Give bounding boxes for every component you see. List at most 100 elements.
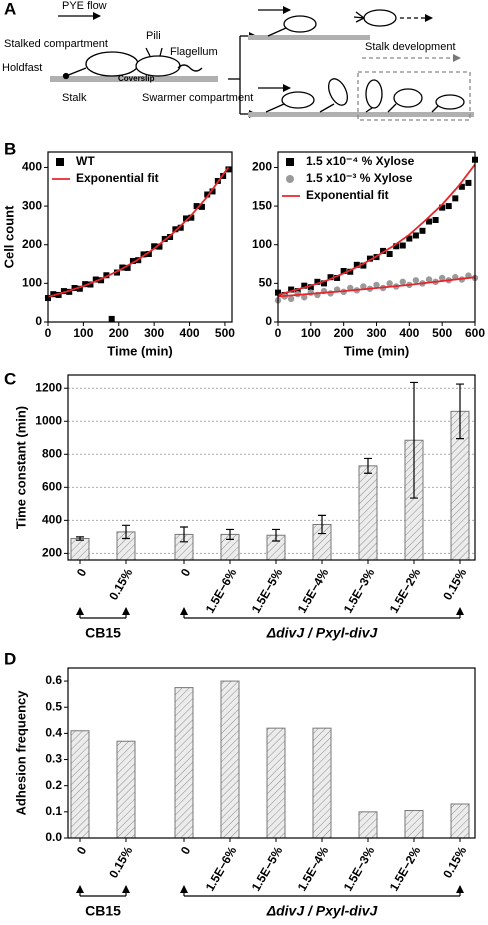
cell bbox=[363, 9, 397, 27]
y-axis-label: Time constant (min) bbox=[13, 406, 28, 529]
data-point bbox=[103, 272, 110, 279]
data-point bbox=[50, 291, 57, 298]
bar bbox=[70, 730, 90, 839]
y-tick-label: 200 bbox=[42, 546, 62, 560]
y-tick-label: 200 bbox=[22, 237, 42, 251]
data-point bbox=[425, 276, 433, 283]
legend-swatch bbox=[286, 158, 294, 166]
y-tick-label: 1000 bbox=[35, 413, 62, 427]
y-tick-label: 400 bbox=[42, 513, 62, 527]
x-axis-label: Time (min) bbox=[107, 343, 173, 358]
data-point bbox=[183, 215, 189, 222]
panel-label: B bbox=[4, 139, 16, 158]
y-tick-label: 0 bbox=[265, 314, 272, 328]
x-tick-label: 1.5E−4% bbox=[295, 844, 332, 894]
plot-frame bbox=[277, 151, 476, 323]
x-tick-label: 1.5E−5% bbox=[249, 566, 286, 616]
x-tick-label: 200 bbox=[334, 326, 354, 340]
data-point bbox=[406, 235, 413, 242]
x-tick-label: 0 bbox=[178, 566, 194, 579]
data-point bbox=[124, 264, 131, 271]
error-bar bbox=[272, 528, 280, 542]
data-point bbox=[465, 179, 472, 186]
data-point bbox=[366, 255, 373, 262]
cell bbox=[327, 78, 349, 106]
data-point bbox=[60, 288, 67, 295]
x-tick-label: 100 bbox=[73, 326, 93, 340]
data-point bbox=[380, 247, 387, 254]
data-point bbox=[119, 264, 126, 271]
data-point bbox=[55, 291, 62, 298]
stalk bbox=[65, 67, 87, 77]
x-tick-label: 0.15% bbox=[440, 844, 469, 881]
plot-frame bbox=[67, 374, 476, 561]
fit-line bbox=[277, 163, 476, 296]
data-point bbox=[439, 204, 446, 211]
x-tick-label: 1.5E−3% bbox=[341, 566, 378, 616]
diagram-label: Stalk development bbox=[365, 41, 456, 53]
y-axis-label: Adhesion frequency bbox=[13, 690, 28, 816]
x-tick-label: 1.5E−2% bbox=[387, 844, 424, 894]
x-tick-label: 500 bbox=[432, 326, 452, 340]
data-point bbox=[301, 282, 308, 289]
error-bar bbox=[456, 383, 464, 440]
data-point bbox=[386, 280, 393, 287]
error-bar bbox=[122, 524, 130, 540]
data-point bbox=[82, 281, 89, 288]
data-point bbox=[177, 224, 184, 231]
data-point bbox=[353, 261, 360, 268]
dashed-box bbox=[357, 71, 471, 121]
y-tick-label: 50 bbox=[259, 276, 273, 290]
x-tick-label: 0.15% bbox=[106, 566, 135, 603]
data-point bbox=[360, 262, 367, 269]
x-tick-label: 400 bbox=[399, 326, 419, 340]
data-point bbox=[426, 218, 433, 225]
y-tick-label: 0.3 bbox=[45, 752, 62, 766]
data-point bbox=[193, 203, 200, 210]
y-tick-label: 0.0 bbox=[45, 830, 62, 844]
plot-area bbox=[45, 166, 232, 322]
data-point bbox=[151, 243, 158, 250]
cell bbox=[85, 51, 139, 77]
data-point bbox=[172, 226, 179, 233]
legend-label: WT bbox=[76, 154, 95, 168]
bar bbox=[220, 680, 240, 839]
panel-label: D bbox=[4, 649, 16, 668]
data-point bbox=[432, 217, 439, 223]
stalk bbox=[387, 103, 397, 113]
legend-swatch bbox=[286, 175, 294, 183]
x-tick-label: 0 bbox=[275, 326, 282, 340]
bar bbox=[70, 538, 90, 561]
y-tick-label: 100 bbox=[22, 276, 42, 290]
y-tick-label: 1200 bbox=[35, 380, 62, 394]
data-point bbox=[458, 183, 465, 190]
x-tick-label: 300 bbox=[366, 326, 386, 340]
x-tick-label: 1.5E−6% bbox=[203, 566, 240, 616]
data-point bbox=[167, 234, 174, 240]
x-tick-label: 0.15% bbox=[106, 844, 135, 881]
x-tick-label: 0.15% bbox=[440, 566, 469, 603]
data-point bbox=[140, 251, 147, 258]
data-point bbox=[98, 277, 105, 284]
y-axis-label: Cell count bbox=[1, 205, 16, 269]
error-bar bbox=[180, 526, 188, 543]
group-label: CB15 bbox=[85, 903, 121, 919]
bar bbox=[266, 727, 286, 839]
data-point bbox=[340, 268, 347, 274]
y-tick-label: 0.6 bbox=[45, 673, 62, 687]
cell bbox=[365, 79, 383, 109]
data-point bbox=[438, 274, 446, 282]
group-label: ΔdivJ / Pxyl-divJ bbox=[266, 625, 379, 641]
error-bar bbox=[76, 536, 84, 541]
data-point bbox=[452, 195, 459, 202]
bar bbox=[404, 810, 424, 839]
x-tick-label: 1.5E−5% bbox=[249, 844, 286, 894]
x-tick-label: 1.5E−4% bbox=[295, 566, 332, 616]
x-axis-label: Time (min) bbox=[344, 343, 410, 358]
data-point bbox=[327, 274, 334, 281]
x-tick-label: 0 bbox=[74, 566, 90, 579]
diagram-label: Pili bbox=[146, 30, 161, 42]
plot-area bbox=[274, 156, 479, 304]
stalk bbox=[431, 105, 439, 113]
